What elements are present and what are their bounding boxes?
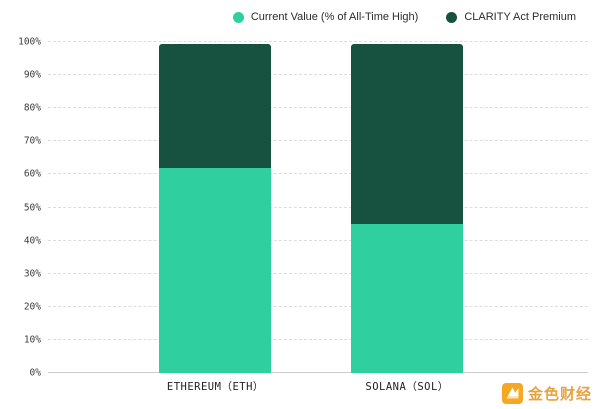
bar-sol (351, 42, 464, 373)
gridline (48, 173, 588, 175)
bar-segment (351, 43, 464, 225)
legend-item: CLARITY Act Premium (446, 11, 576, 23)
y-tick-label: 0% (29, 367, 41, 379)
jinse-finance-icon (501, 383, 523, 404)
bar-eth (159, 42, 272, 373)
gridline (48, 239, 588, 241)
gridline (48, 338, 588, 340)
y-tick-label: 100% (18, 36, 41, 48)
gridline (48, 140, 588, 142)
gridline (48, 107, 588, 109)
legend-label: Current Value (% of All-Time High) (250, 11, 419, 23)
x-axis-label: ETHEREUM（ETH） (166, 381, 264, 393)
legend-marker-icon (232, 11, 244, 23)
gridline (48, 305, 588, 307)
y-tick-label: 70% (23, 135, 41, 147)
gridline (48, 74, 588, 76)
gridline (48, 272, 588, 274)
plot-area: 0% 10% 20% 30% 40% 50% 60% 70% 80% 90% 100% (18, 37, 588, 379)
legend-item: Current Value (% of All-Time High) (232, 11, 419, 23)
y-tick-label: 50% (23, 202, 41, 213)
x-axis-label: SOLANA（SOL） (365, 381, 449, 393)
y-tick-label: 10% (23, 334, 41, 346)
gridline (48, 206, 588, 208)
y-tick-label: 30% (23, 268, 41, 280)
bar-segment (159, 167, 272, 373)
x-axis-labels: ETHEREUM（ETH） SOLANA（SOL） (0, 379, 600, 395)
gridline (48, 41, 588, 42)
chart-legend: Current Value (% of All-Time High) CLARIT… (0, 11, 576, 23)
bar-segment (351, 224, 464, 373)
gridline (48, 372, 588, 373)
y-tick-label: 80% (23, 102, 41, 114)
watermark-text: 金色财经 (527, 385, 592, 403)
y-tick-label: 60% (23, 168, 41, 180)
y-tick-label: 90% (23, 69, 41, 81)
y-tick-label: 20% (23, 301, 41, 313)
bar-segment (159, 43, 272, 168)
legend-label: CLARITY Act Premium (464, 11, 576, 23)
legend-marker-icon (446, 11, 458, 23)
y-tick-label: 40% (23, 235, 41, 247)
jinse-finance-logo: 金色财经 (501, 383, 592, 404)
